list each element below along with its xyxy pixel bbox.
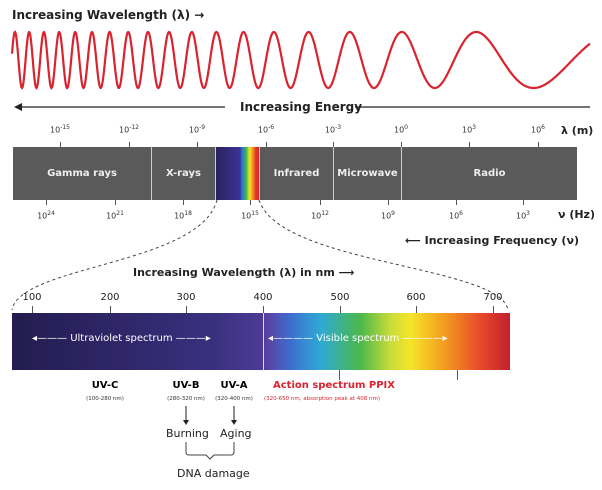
frequency-tick-label: 1024 bbox=[37, 210, 55, 221]
frequency-tick-label: 1018 bbox=[174, 210, 192, 221]
wavelength-tick-label: 100 bbox=[393, 124, 409, 135]
frequency-tick-label: 1021 bbox=[106, 210, 124, 221]
zoom-curves bbox=[11, 199, 509, 311]
uva-range: (320-400 nm) bbox=[215, 396, 253, 402]
em-band-bar: Gamma rays X-rays Infrared Microwave Rad… bbox=[13, 147, 577, 200]
wavelength-title: Increasing Wavelength (λ) → bbox=[12, 8, 205, 22]
frequency-tick-mark bbox=[388, 200, 389, 205]
uvc-range: (100-280 nm) bbox=[86, 396, 124, 402]
nm-tick-mark bbox=[493, 306, 494, 313]
ppix-start-marker bbox=[339, 370, 340, 380]
nm-tick-mark bbox=[32, 306, 33, 313]
frequency-tick-mark bbox=[115, 200, 116, 205]
band-visible-uv bbox=[216, 147, 260, 200]
wavelength-tick-mark bbox=[333, 142, 334, 147]
uvb-label: UV-B bbox=[172, 380, 200, 391]
nm-tick-mark bbox=[416, 306, 417, 313]
wavelength-tick-label: 10-12 bbox=[119, 124, 139, 135]
wavelength-tick-label: 10-3 bbox=[324, 124, 342, 135]
nm-tick-mark bbox=[340, 306, 341, 313]
wavelength-tick-label: 106 bbox=[530, 124, 546, 135]
nm-tick-label: 400 bbox=[253, 292, 273, 303]
zoom-curve-right bbox=[258, 199, 509, 311]
wavelength-unit: λ (m) bbox=[561, 124, 594, 137]
ppix-range: (320-650 nm, absorption peak at 408 nm) bbox=[264, 396, 381, 402]
frequency-tick-mark bbox=[320, 200, 321, 205]
ppix-label: Action spectrum PPIX bbox=[273, 380, 395, 391]
wavelength-tick-mark bbox=[60, 142, 61, 147]
wavelength-tick-mark bbox=[129, 142, 130, 147]
frequency-tick-label: 1015 bbox=[241, 210, 259, 221]
nm-tick-label: 500 bbox=[330, 292, 350, 303]
frequency-tick-label: 109 bbox=[380, 210, 396, 221]
nm-tick-label: 600 bbox=[406, 292, 426, 303]
wavelength-tick-mark bbox=[538, 142, 539, 147]
dna-bracket bbox=[185, 442, 235, 460]
band-gamma: Gamma rays bbox=[13, 147, 152, 200]
wave-line bbox=[10, 30, 591, 90]
nm-spectrum-bar: ◂——— Ultraviolet spectrum ———▸ ◂———— Vis… bbox=[12, 313, 510, 370]
uvc-label: UV-C bbox=[91, 380, 119, 391]
uva-label: UV-A bbox=[220, 380, 248, 391]
wavelength-tick-mark bbox=[266, 142, 267, 147]
wavelength-tick-mark bbox=[197, 142, 198, 147]
nm-tick-mark bbox=[186, 306, 187, 313]
frequency-tick-mark bbox=[183, 200, 184, 205]
frequency-tick-label: 103 bbox=[515, 210, 531, 221]
wavelength-tick-mark bbox=[469, 142, 470, 147]
nm-tick-label: 700 bbox=[483, 292, 503, 303]
frequency-tick-label: 1012 bbox=[311, 210, 329, 221]
frequency-tick-mark bbox=[250, 200, 251, 205]
band-xray: X-rays bbox=[152, 147, 216, 200]
frequency-tick-mark bbox=[456, 200, 457, 205]
visible-spectrum-label: ◂———— Visible spectrum ————▸ bbox=[268, 333, 448, 344]
wavelength-tick-label: 10-15 bbox=[50, 124, 70, 135]
uv-spectrum-label: ◂——— Ultraviolet spectrum ———▸ bbox=[32, 333, 211, 344]
nm-tick-label: 100 bbox=[22, 292, 42, 303]
band-microwave: Microwave bbox=[334, 147, 402, 200]
wavelength-tick-mark bbox=[401, 142, 402, 147]
nm-tick-label: 300 bbox=[176, 292, 196, 303]
band-infrared: Infrared bbox=[260, 147, 334, 200]
wavelength-tick-label: 10-9 bbox=[188, 124, 206, 135]
frequency-unit: ν (Hz) bbox=[558, 208, 595, 221]
frequency-tick-mark bbox=[523, 200, 524, 205]
nm-tick-mark bbox=[110, 306, 111, 313]
zoom-curve-left bbox=[11, 199, 218, 311]
burning-label: Burning bbox=[166, 427, 209, 440]
dna-damage-label: DNA damage bbox=[177, 467, 250, 480]
wave-svg bbox=[10, 30, 591, 111]
aging-label: Aging bbox=[220, 427, 252, 440]
wavelength-tick-label: 10-6 bbox=[257, 124, 275, 135]
nm-tick-mark bbox=[263, 306, 264, 313]
uv-visible-divider bbox=[263, 313, 264, 370]
wavelength-tick-label: 103 bbox=[461, 124, 477, 135]
nm-title: Increasing Wavelength (λ) in nm ⟶ bbox=[133, 266, 355, 279]
energy-label: Increasing Energy bbox=[240, 100, 363, 114]
ppix-peak-marker bbox=[457, 370, 458, 380]
effects-svg bbox=[183, 406, 237, 460]
nm-tick-label: 200 bbox=[100, 292, 120, 303]
band-radio: Radio bbox=[473, 168, 506, 179]
frequency-tick-label: 106 bbox=[448, 210, 464, 221]
uvb-range: (280-320 nm) bbox=[167, 396, 205, 402]
energy-arrow-head bbox=[14, 103, 22, 111]
frequency-tick-mark bbox=[46, 200, 47, 205]
frequency-label: ⟵ Increasing Frequency (ν) bbox=[405, 234, 579, 247]
